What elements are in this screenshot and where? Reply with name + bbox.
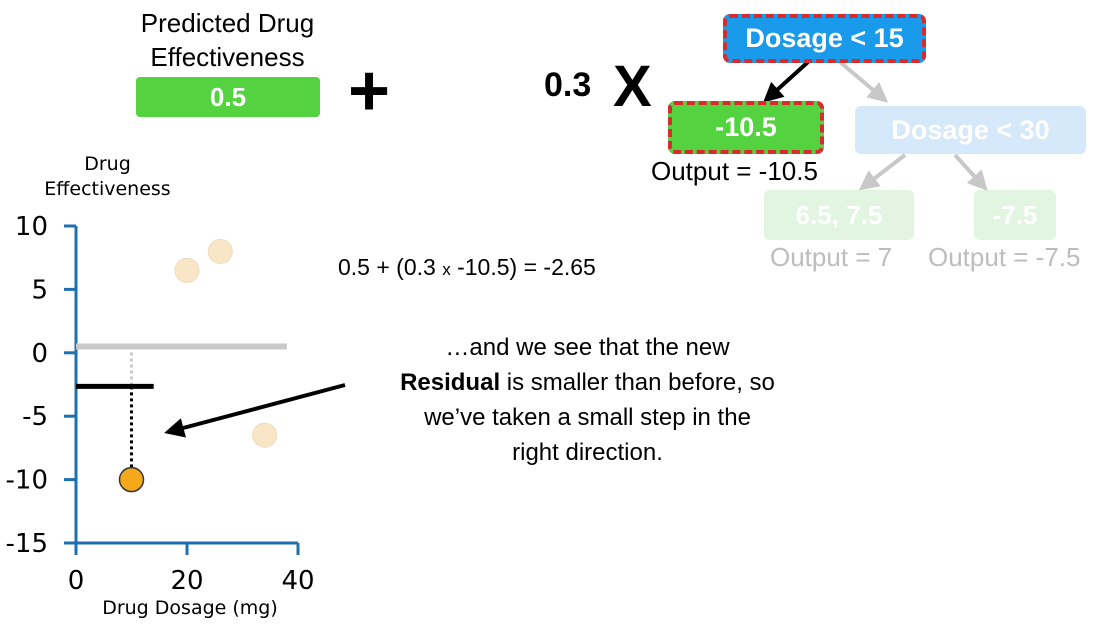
predicted-title-line1: Predicted Drug — [140, 8, 315, 38]
data-point — [174, 257, 200, 283]
equation-times: x — [442, 260, 451, 279]
y-tick-label: -10 — [6, 466, 48, 496]
chart-x-label: Drug Dosage (mg) — [102, 597, 278, 619]
tree-left-leaf: -10.5 — [668, 101, 824, 154]
tree-right-right-leaf: -7.5 — [974, 190, 1056, 240]
data-point — [252, 422, 278, 448]
x-tick-label: 40 — [281, 566, 314, 596]
note-line4: right direction. — [512, 439, 663, 466]
note-residual-bold: Residual — [400, 369, 501, 396]
x-tick-label: 0 — [68, 566, 85, 596]
y-tick-label: 10 — [15, 212, 48, 242]
tree-right-left-output: Output = 7 — [770, 242, 893, 272]
learning-rate: 0.3 — [544, 66, 592, 104]
predicted-title: Predicted Drug Effectiveness — [100, 6, 355, 74]
y-tick-label: -15 — [6, 529, 48, 559]
y-tick-label: -5 — [22, 402, 48, 432]
highlighted-data-point — [118, 466, 145, 493]
note-line2-rest: is smaller than before, so — [500, 369, 775, 396]
tree-right-node: Dosage < 30 — [855, 106, 1086, 154]
arrow-right-to-rl — [858, 153, 907, 191]
tree-left-output: Output = -10.5 — [651, 156, 818, 186]
chart-y-label: Drug Effectiveness — [44, 153, 171, 200]
tree-right-right-output: Output = -7.5 — [928, 242, 1081, 272]
pointer-arrow — [164, 383, 346, 438]
equation: 0.5 + (0.3 x -10.5) = -2.65 — [338, 254, 596, 281]
arrow-right-to-rr — [953, 153, 988, 191]
note-line1: …and we see that the new — [445, 334, 730, 361]
equation-part2: -10.5) = -2.65 — [450, 254, 596, 280]
equation-part1: 0.5 + (0.3 — [338, 254, 443, 280]
x-tick-label: 20 — [170, 566, 203, 596]
predicted-value-box: 0.5 — [136, 77, 320, 117]
tree-root-node: Dosage < 15 — [723, 14, 926, 63]
y-tick-label: 0 — [31, 339, 48, 369]
y-tick-label: 5 — [31, 275, 48, 305]
predicted-title-line2: Effectiveness — [150, 42, 305, 72]
multiply-sign: X — [613, 54, 652, 119]
data-point — [207, 238, 233, 264]
plus-sign: + — [347, 51, 391, 131]
explanation-note: …and we see that the new Residual is sma… — [340, 330, 835, 470]
tree-right-left-leaf: 6.5, 7.5 — [764, 190, 914, 240]
note-line3: we’ve taken a small step in the — [424, 404, 751, 431]
arrow-root-to-left — [763, 60, 810, 103]
arrow-root-to-right — [838, 60, 889, 103]
note-line2: Residual is smaller than before, so — [340, 365, 835, 400]
